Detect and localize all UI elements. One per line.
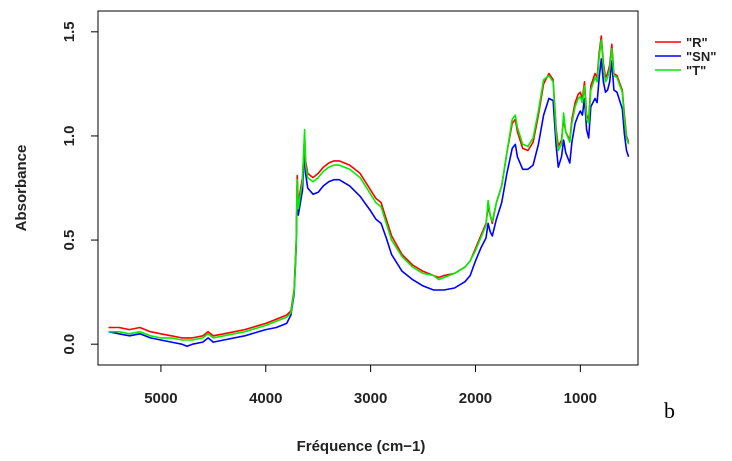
y-tick-label: 1.5 bbox=[61, 21, 78, 42]
legend-label: "T" bbox=[686, 63, 706, 78]
y-axis-title: Absorbance bbox=[13, 145, 30, 232]
legend-label: "SN" bbox=[686, 49, 716, 64]
plot-frame bbox=[97, 10, 639, 366]
x-tick-label: 4000 bbox=[249, 390, 282, 407]
series-line-t bbox=[108, 39, 630, 341]
legend-label: "R" bbox=[686, 35, 708, 50]
y-axis: 0.0 0.5 1.0 1.5 bbox=[61, 21, 98, 355]
x-tick-label: 3000 bbox=[354, 390, 387, 407]
x-axis-title: Fréquence (cm−1) bbox=[297, 438, 426, 455]
x-tick-label: 1000 bbox=[564, 390, 597, 407]
x-tick-label: 2000 bbox=[459, 390, 492, 407]
y-tick-label: 0.5 bbox=[61, 230, 78, 251]
y-tick-label: 1.0 bbox=[61, 126, 78, 147]
y-tick-label: 0.0 bbox=[61, 334, 78, 355]
x-tick-label: 5000 bbox=[144, 390, 177, 407]
series-layer bbox=[108, 35, 630, 348]
legend: "R""SN""T" bbox=[655, 35, 716, 78]
series-line-r bbox=[108, 35, 630, 339]
panel-label: b bbox=[664, 398, 675, 423]
series-line-sn bbox=[108, 58, 630, 348]
x-axis: 5000 4000 3000 2000 1000 bbox=[144, 365, 597, 407]
